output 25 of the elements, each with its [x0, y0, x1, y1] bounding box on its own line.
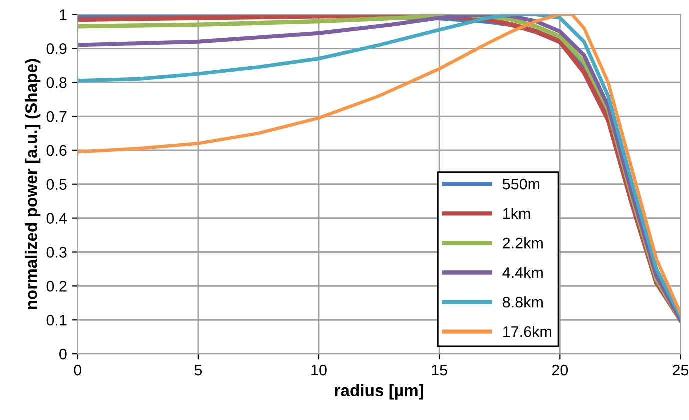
y-tick-label: 0.9	[46, 44, 67, 54]
x-tick-label: 25	[673, 364, 689, 376]
y-tick-label: 0	[60, 348, 67, 360]
y-tick-label: 0.6	[46, 145, 67, 156]
legend-label: 4.4km	[502, 267, 543, 278]
y-tick-label: 0.8	[46, 77, 67, 88]
y-tick-label: 0.7	[46, 111, 67, 122]
y-tick-label: 1	[60, 10, 67, 20]
x-tick-label: 15	[432, 365, 448, 376]
legend-label: 17.6km	[504, 326, 552, 338]
x-tick-label: 0	[74, 364, 82, 376]
legend-label: 550m	[502, 178, 540, 190]
y-tick-label: 0.5	[46, 179, 67, 190]
legend-label: 2.2km	[503, 238, 543, 249]
x-tick-label: 5	[194, 365, 202, 376]
y-tick-label: 0.3	[46, 247, 67, 258]
legend-label: 8.8km	[503, 296, 543, 308]
y-tick-label: 0.2	[46, 281, 67, 292]
y-tick-label: 0.4	[46, 213, 67, 224]
y-tick-label: 0.1	[46, 314, 67, 326]
x-tick-label: 20	[552, 364, 568, 376]
legend-label: 1km	[504, 208, 530, 220]
x-tick-label: 10	[312, 364, 327, 376]
x-axis-title: radius [µm]	[335, 384, 424, 400]
y-axis-title: normalized power [a.u.] (Shape)	[25, 59, 41, 310]
